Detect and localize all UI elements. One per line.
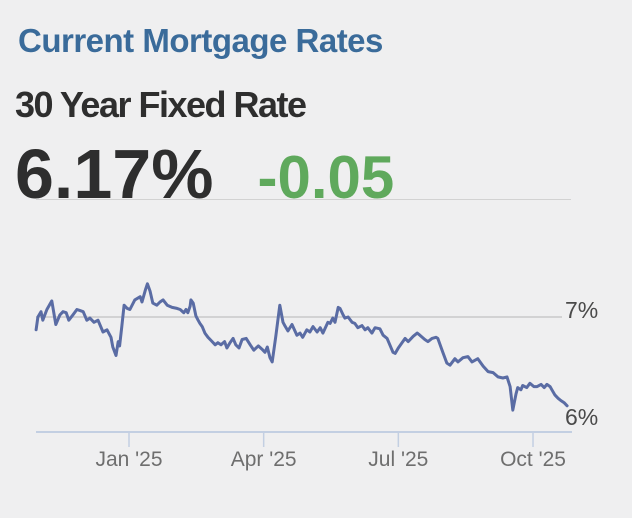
x-axis-label-apr25: Apr '25	[230, 448, 297, 471]
product-name: 30 Year Fixed Rate	[15, 84, 307, 125]
divider	[36, 199, 571, 200]
x-axis-label-jan25: Jan '25	[95, 448, 163, 471]
x-axis-label-oct25: Oct '25	[500, 448, 566, 471]
widget-title: Current Mortgage Rates	[18, 22, 383, 59]
y-axis-label-6pct: 6%	[565, 404, 599, 430]
current-rate-value: 6.17%	[15, 135, 214, 213]
y-axis-label-7pct: 7%	[565, 297, 599, 323]
x-axis-label-jul25: Jul '25	[368, 448, 429, 471]
rate-line-series	[34, 282, 569, 412]
